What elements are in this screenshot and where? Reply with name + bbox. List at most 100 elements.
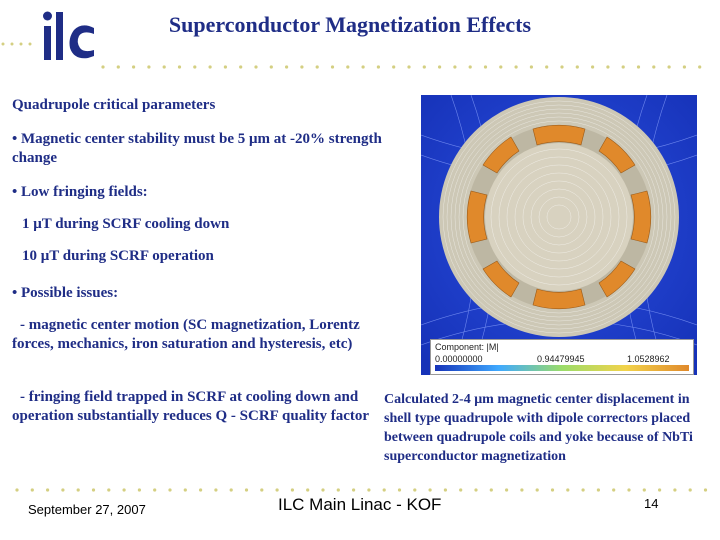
decorative-dot [330, 65, 335, 69]
decorative-dot [376, 65, 380, 69]
decorative-dot [199, 488, 203, 492]
decorative-dot [306, 488, 310, 492]
decorative-dot [606, 65, 610, 69]
decorative-dot [489, 488, 493, 492]
footer-date: September 27, 2007 [28, 502, 146, 517]
decorative-dot [652, 65, 656, 69]
decorative-dot [642, 488, 646, 492]
decorative-dot [428, 488, 432, 492]
decorative-dot [658, 488, 662, 492]
decorative-dot [346, 65, 350, 69]
decorative-dot [627, 488, 631, 492]
decorative-dot [46, 488, 50, 492]
decorative-dot [290, 488, 294, 492]
field-legend: Component: |M| 0.00000000 0.94479945 1.0… [430, 339, 694, 375]
decorative-dot [15, 488, 19, 492]
decorative-dot [413, 488, 417, 492]
decorative-dot [254, 65, 258, 69]
decorative-dot [61, 488, 65, 492]
decorative-dot [703, 488, 708, 492]
decorative-dot [612, 488, 616, 492]
issue-magnetic-center-motion: - magnetic center motion (SC magnetizati… [12, 317, 360, 352]
decorative-dot [581, 488, 585, 492]
decorative-dot [367, 488, 371, 492]
decorative-dot [529, 65, 533, 69]
decorative-dot [336, 488, 340, 492]
decorative-dot [545, 65, 549, 69]
decorative-dot [193, 65, 197, 69]
decorative-dot [183, 488, 187, 492]
decorative-dot [560, 65, 564, 69]
decorative-dot [459, 488, 463, 492]
decorative-dot [673, 488, 677, 492]
decorative-dot [443, 488, 447, 492]
decorative-dot [244, 488, 249, 492]
decorative-dot [285, 65, 289, 69]
fringing-cooling-line: 1 μT during SCRF cooling down [22, 216, 230, 232]
decorative-dot [214, 488, 218, 492]
decorative-dot [382, 488, 386, 492]
legend-color-scale [435, 365, 689, 371]
legend-max: 1.0528962 [627, 354, 670, 364]
decorative-dot [116, 65, 120, 69]
decorative-dot [137, 488, 141, 492]
decorative-dot [698, 65, 702, 69]
decorative-dot [520, 488, 524, 492]
decorative-dot [352, 488, 356, 492]
decorative-dot [153, 488, 157, 492]
bullet-magnetic-center: • Magnetic center stability must be 5 μm… [12, 131, 382, 166]
decorative-dot [168, 488, 172, 492]
decorative-dot [550, 488, 555, 492]
decorative-dot [682, 65, 687, 69]
section-heading: Quadrupole critical parameters [12, 97, 216, 113]
decorative-dot [392, 65, 396, 69]
ilc-logo: ilc [38, 8, 100, 64]
issue-fringing-field-trapped: - fringing field trapped in SCRF at cool… [12, 389, 370, 424]
footer-title: ILC Main Linac - KOF [278, 495, 442, 514]
decorative-dot [76, 488, 80, 492]
decorative-dot [260, 488, 264, 492]
decorative-dots-header [100, 57, 710, 75]
decorative-dot [453, 65, 457, 69]
legend-title: Component: |M| [435, 342, 499, 352]
decorative-dot [107, 488, 111, 492]
decorative-dot [407, 65, 411, 69]
decorative-dot [223, 65, 227, 69]
decorative-dot [122, 488, 126, 492]
decorative-dot [269, 65, 273, 69]
bullet-possible-issues: • Possible issues: [12, 285, 119, 301]
decorative-dot [621, 65, 625, 69]
bullet-fringing-fields: • Low fringing fields: [12, 184, 148, 200]
legend-min: 0.00000000 [435, 354, 483, 364]
decorative-dots-left [0, 34, 40, 52]
page-title: Superconductor Magnetization Effects [168, 12, 532, 37]
decorative-dot [438, 65, 442, 69]
decorative-dot [91, 488, 96, 492]
decorative-dot [575, 65, 579, 69]
decorative-dot [315, 65, 319, 69]
decorative-dot [422, 65, 426, 69]
decorative-dot [505, 488, 509, 492]
decorative-dot [321, 488, 325, 492]
page-number: 14 [644, 496, 659, 511]
decorative-dot [397, 488, 402, 492]
decorative-dot [361, 65, 365, 69]
decorative-dot [468, 65, 472, 69]
decorative-dot [147, 65, 151, 69]
decorative-dot [162, 65, 166, 69]
decorative-dot [596, 488, 601, 492]
decorative-dot [667, 65, 671, 69]
decorative-dot [499, 65, 503, 69]
decorative-dot [535, 488, 539, 492]
legend-mid: 0.94479945 [537, 354, 585, 364]
decorative-dot [688, 488, 692, 492]
figure-caption: Calculated 2-4 μm magnetic center displa… [384, 392, 693, 464]
decorative-dot [300, 65, 304, 69]
decorative-dot [591, 65, 595, 69]
decorative-dot [132, 65, 136, 69]
fringing-operation-line: 10 μT during SCRF operation [22, 248, 214, 264]
decorative-dot [566, 488, 570, 492]
decorative-dot [177, 65, 182, 69]
decorative-dot [483, 65, 488, 69]
decorative-dot [636, 65, 641, 69]
